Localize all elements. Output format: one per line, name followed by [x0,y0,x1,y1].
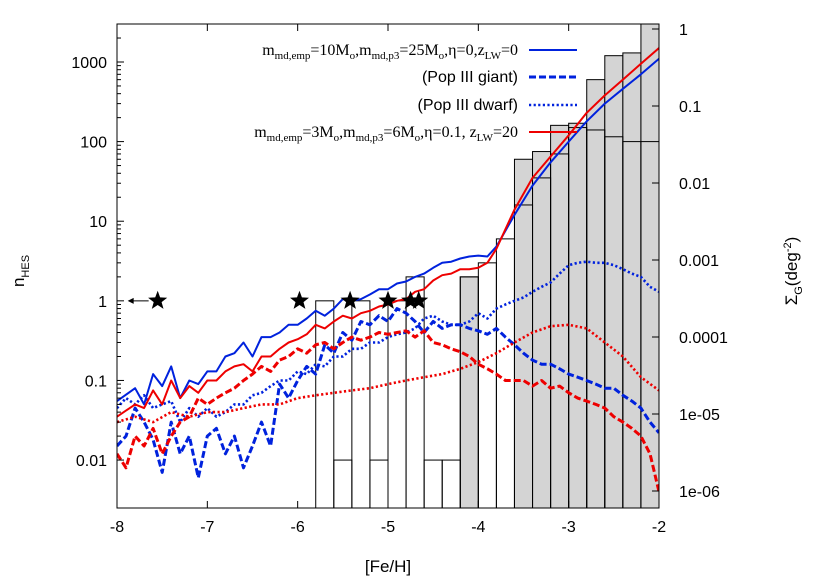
upper-limit-arrowhead-0 [127,297,134,304]
hist-gray-bar-7 [622,52,642,508]
y-tick-label-5: 1000 [71,55,107,72]
stars-layer [127,290,429,309]
legend: mmd,emp=10Mo,mmd,p3=25Mo,η=0,zLW=0 (Pop I… [254,42,577,144]
hist-outline-bar-0 [315,300,335,508]
hist-outline-bar-9 [477,262,497,508]
y2-tick-label-4: 0.01 [679,176,710,193]
x-axis-title: [Fe/H] [365,557,411,576]
star-marker-5 [409,290,429,309]
series-line-1 [117,307,659,480]
y-tick-label-1: 0.1 [85,373,107,390]
y2-tick-label-6: 1 [679,22,688,39]
x-tick-label-2: -6 [291,519,305,536]
legend-label-1: (Pop III giant) [422,69,518,86]
y-axis-title: nHES [9,255,32,287]
y2-tick-label-1: 1e-05 [679,407,720,424]
hist-outline-bar-3 [369,459,389,508]
hist-outline-bar-1 [333,459,353,508]
y2-tick-label-0: 1e-06 [679,484,720,501]
star-marker-3 [378,290,398,309]
y-tick-label-4: 100 [80,135,107,152]
star-marker-1 [290,290,309,309]
hist-gray-bar-8 [640,24,659,508]
series-line-3 [117,47,659,418]
y-tick-label-0: 0.01 [76,453,107,470]
hist-outline-bar-10 [495,238,515,508]
hist-gray-bar-5 [586,79,606,508]
star-marker-0 [148,290,168,309]
x-tick-label-0: -8 [110,519,124,536]
x-tick-label-1: -7 [200,519,214,536]
hist-gray-bar-3 [550,124,570,508]
legend-label-2: (Pop III dwarf) [418,97,518,114]
hist-gray-bar-6 [604,55,624,508]
y2-axis-title: ΣG(deg-2) [782,237,805,306]
x-tick-label-6: -2 [652,519,666,536]
star-marker-2 [340,290,360,309]
y-tick-label-2: 1 [98,294,107,311]
y2-tick-label-2: 0.0001 [679,330,728,347]
hist-outline-bar-7 [441,459,461,508]
series-line-4 [117,329,659,493]
hist-outline-bar-2 [351,300,371,508]
x-tick-label-4: -4 [471,519,485,536]
hist-gray-bar-4 [568,122,588,508]
legend-label-3: mmd,emp=3Mo,mmd,p3=6Mo,η=0.1, zLW=20 [254,124,518,144]
ticks-layer: -8 -7 -6 -5 -4 -3 -2 0.01 0.1 1 10 100 1000 1e-06 1e-0… [71,22,728,536]
x-tick-label-3: -5 [381,519,395,536]
x-tick-label-5: -3 [562,519,576,536]
hist-gray-bar-0 [459,276,479,508]
legend-label-0: mmd,emp=10Mo,mmd,p3=25Mo,η=0,zLW=0 [262,42,518,62]
hist-outline-bar-6 [423,459,443,508]
y2-tick-label-5: 0.1 [679,99,701,116]
y-tick-label-3: 10 [89,214,107,231]
y2-tick-label-3: 0.001 [679,253,719,270]
star-marker-4 [401,290,421,309]
hist-outline-bar-5 [405,276,425,508]
